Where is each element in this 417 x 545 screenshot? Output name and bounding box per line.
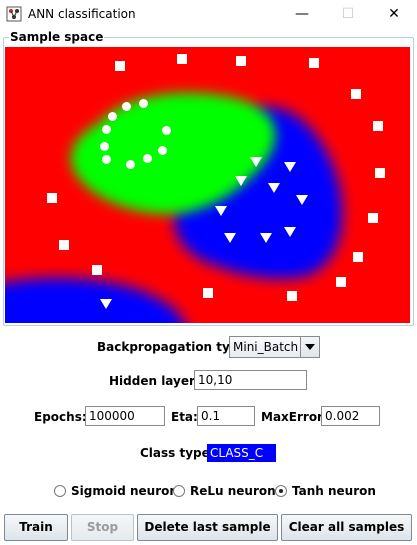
delete-last-sample-button[interactable]: Delete last sample [137,514,278,541]
hidden-layers-input[interactable]: 10,10 [194,370,307,390]
close-icon: ✕ [388,6,400,22]
triangle-sample [284,162,296,172]
circle-sample [126,160,135,169]
max-error-input[interactable]: 0.002 [321,406,380,426]
radio-circle [54,485,66,497]
decision-map [5,92,343,323]
square-sample [368,213,378,223]
clear-all-samples-button[interactable]: Clear all samples [281,514,412,541]
tanh-neuron-radio[interactable]: Tanh neuron [275,483,376,499]
radio-selected-dot [279,489,283,493]
square-sample [336,277,346,287]
sample-space-canvas[interactable] [5,47,410,323]
circle-sample [108,112,117,121]
app-icon [6,6,22,22]
square-sample [373,121,383,131]
triangle-sample [268,183,280,193]
chevron-down-icon[interactable] [300,337,319,357]
circle-sample [162,126,171,135]
square-sample [115,61,125,71]
backprop-label: Backpropagation type: [97,340,252,354]
square-sample [236,56,246,66]
triangle-sample [100,299,112,309]
sigmoid-neuron-label: Sigmoid neuron [71,484,178,498]
eta-label: Eta: [171,410,198,424]
epochs-label: Epochs: [34,410,87,424]
triangle-sample [224,233,236,243]
circle-sample [139,99,148,108]
square-sample [47,193,57,203]
radio-circle-selected [275,485,287,497]
backprop-type-value: Mini_Batch [233,340,299,354]
circle-sample [158,146,167,155]
square-sample [309,58,319,68]
window-title: ANN classification [28,7,136,21]
square-sample [351,89,361,99]
square-sample [375,168,385,178]
class-b-region-bottom [5,277,185,323]
class-type-selector[interactable]: CLASS_C [207,444,276,462]
minimize-icon: — [295,6,309,22]
radio-circle [173,485,185,497]
class-b-region-right [174,107,343,279]
sample-space-panel [3,37,414,326]
triangle-sample [284,227,296,237]
triangle-sample [215,206,227,216]
sigmoid-neuron-radio[interactable]: Sigmoid neuron [54,483,178,499]
circle-sample [122,102,131,111]
relu-neuron-label: ReLu neuron [190,484,276,498]
square-sample [177,54,187,64]
backprop-type-select[interactable]: Mini_Batch [229,336,320,358]
maximize-icon: ☐ [341,6,355,22]
class-a-region [71,92,276,215]
square-sample [287,291,297,301]
square-sample [59,240,69,250]
sample-space-title: Sample space [9,30,105,44]
triangle-sample [235,176,247,186]
hidden-layers-label: Hidden layers: [109,374,207,388]
square-sample [203,288,213,298]
stop-button[interactable]: Stop [71,514,134,541]
relu-neuron-radio[interactable]: ReLu neuron [173,483,276,499]
circle-sample [100,142,109,151]
circle-sample [143,154,152,163]
triangle-sample [260,233,272,243]
maximize-button[interactable]: ☐ [325,0,371,29]
close-button[interactable]: ✕ [371,0,417,29]
square-sample [92,265,102,275]
train-button[interactable]: Train [4,514,68,541]
tanh-neuron-label: Tanh neuron [292,484,376,498]
max-error-label: MaxError: [261,410,328,424]
square-sample [353,252,363,262]
circle-sample [102,125,111,134]
circle-sample [102,155,111,164]
class-type-label: Class type: [140,446,215,460]
eta-input[interactable]: 0.1 [197,406,255,426]
title-bar: ANN classification — ☐ ✕ [0,0,417,29]
triangle-sample [296,195,308,205]
triangle-sample [250,157,262,167]
minimize-button[interactable]: — [279,0,325,29]
epochs-input[interactable]: 100000 [85,406,165,426]
